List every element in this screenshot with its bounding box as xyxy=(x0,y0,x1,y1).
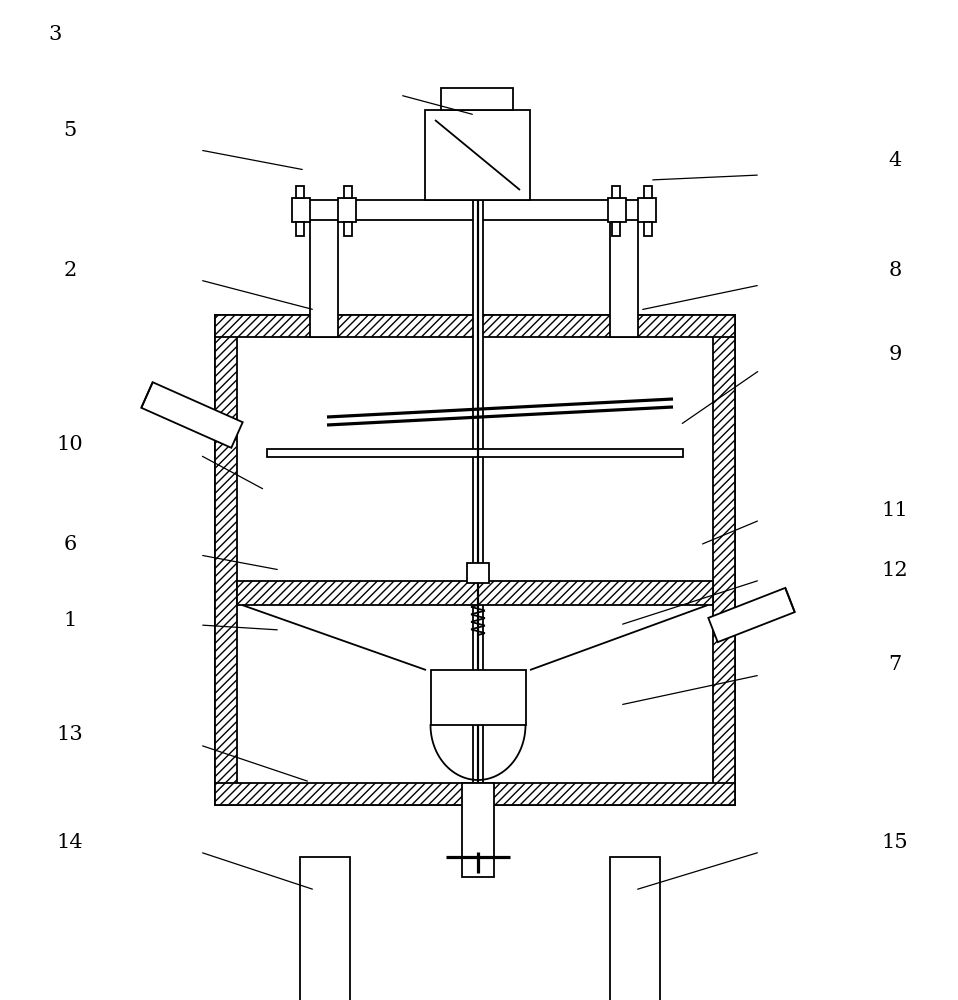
Text: 12: 12 xyxy=(881,560,908,580)
Text: 2: 2 xyxy=(63,260,77,279)
Bar xyxy=(612,186,620,198)
Bar xyxy=(425,110,530,200)
Bar xyxy=(638,198,656,222)
Text: 9: 9 xyxy=(888,346,901,364)
Bar xyxy=(292,198,310,222)
Text: 7: 7 xyxy=(888,656,901,674)
Bar xyxy=(300,857,350,1000)
Bar xyxy=(267,449,683,457)
Bar xyxy=(473,200,483,783)
Polygon shape xyxy=(142,382,242,448)
Bar xyxy=(215,783,735,805)
Text: 8: 8 xyxy=(888,260,901,279)
Bar xyxy=(441,88,513,110)
Text: 3: 3 xyxy=(48,25,61,44)
Bar xyxy=(237,581,713,605)
Bar xyxy=(713,315,735,805)
Bar xyxy=(612,222,620,236)
Bar xyxy=(215,315,735,337)
Bar xyxy=(338,198,356,222)
Bar xyxy=(298,200,650,220)
Bar xyxy=(344,186,352,198)
Text: 14: 14 xyxy=(57,832,83,852)
Bar xyxy=(610,212,638,337)
Text: 15: 15 xyxy=(881,832,908,852)
Bar xyxy=(310,212,338,337)
Text: 1: 1 xyxy=(63,610,77,630)
Bar xyxy=(644,186,652,198)
Text: 5: 5 xyxy=(63,120,77,139)
Bar xyxy=(644,222,652,236)
Text: 13: 13 xyxy=(57,726,83,744)
Bar xyxy=(296,222,304,236)
Polygon shape xyxy=(708,588,795,642)
Bar xyxy=(344,222,352,236)
Text: 10: 10 xyxy=(57,436,83,454)
Text: 4: 4 xyxy=(888,150,901,169)
Bar xyxy=(215,315,237,805)
Bar xyxy=(431,670,526,725)
Bar xyxy=(608,198,626,222)
Text: 11: 11 xyxy=(881,500,908,520)
Bar xyxy=(467,563,489,583)
Bar xyxy=(215,315,735,805)
Bar xyxy=(610,857,660,1000)
Bar xyxy=(296,186,304,198)
Bar xyxy=(462,783,494,877)
Text: 6: 6 xyxy=(63,536,77,554)
